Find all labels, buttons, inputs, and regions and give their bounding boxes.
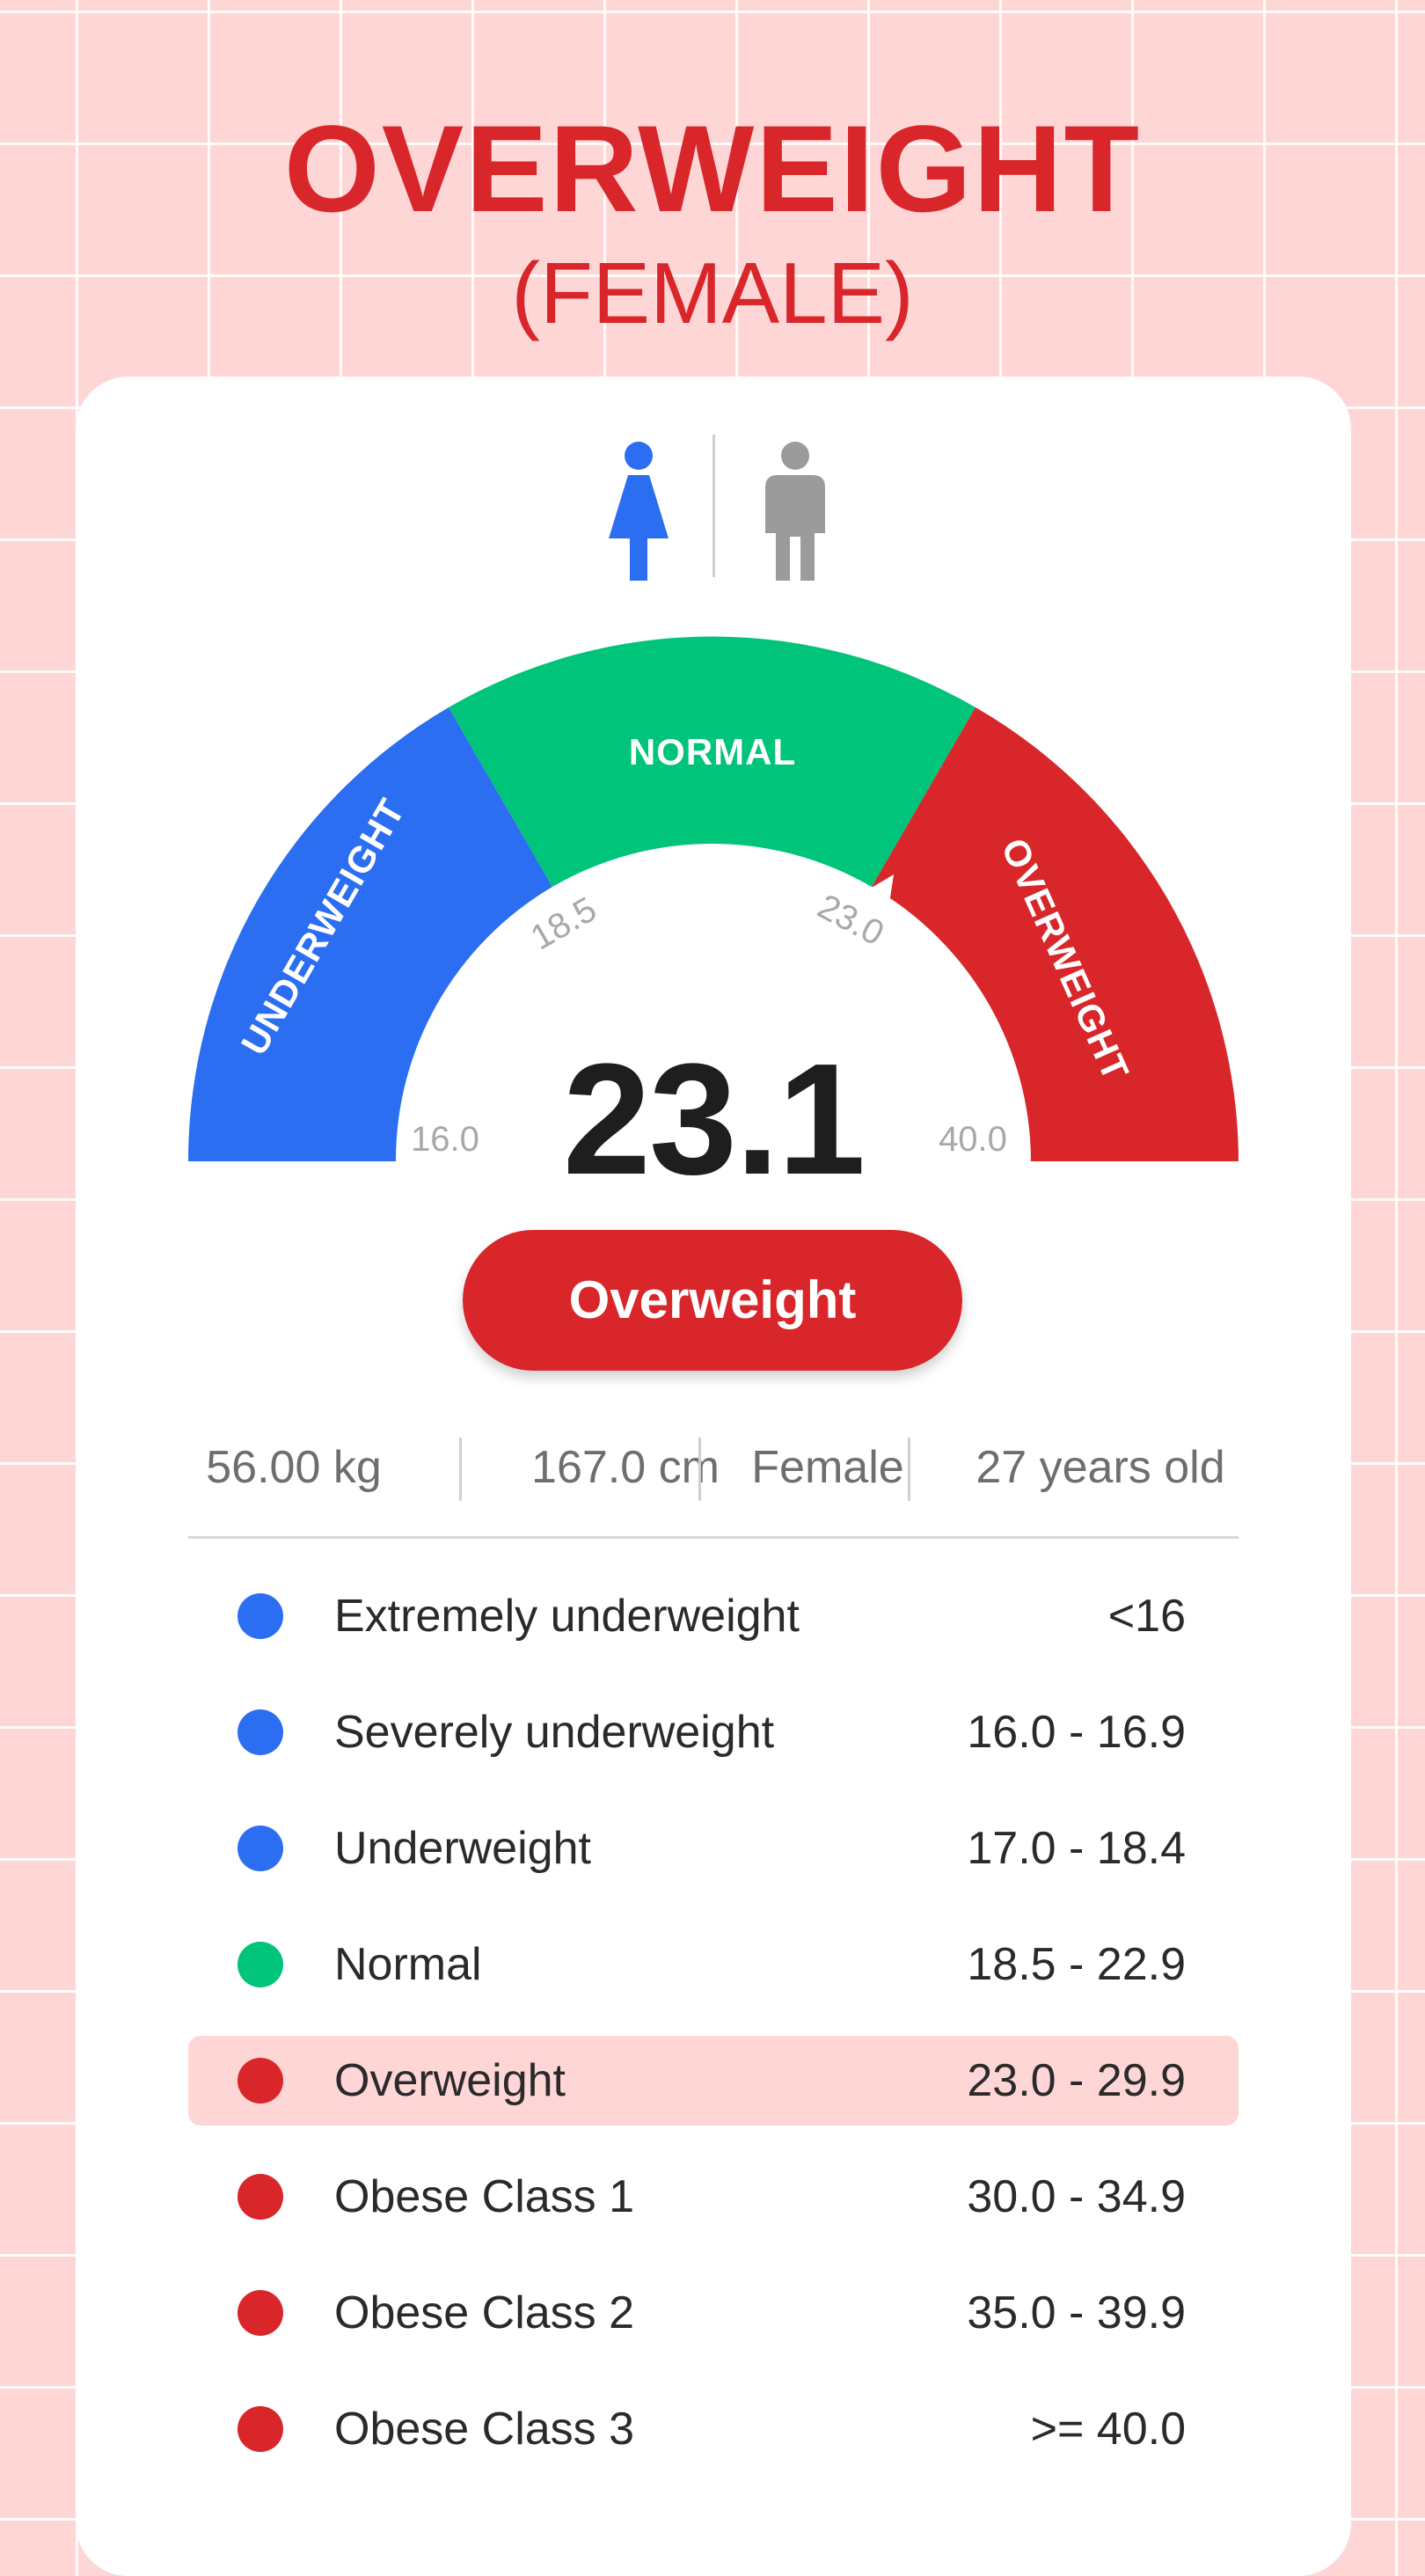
- gauge-segment-overweight: [872, 707, 1239, 1161]
- legend-label: Obese Class 1: [334, 2171, 635, 2222]
- section-divider: [188, 1536, 1239, 1539]
- bmi-card: UNDERWEIGHT NORMAL OVERWEIGHT 16.0 18.5 …: [76, 377, 1351, 2576]
- legend-range: 23.0 - 29.9: [967, 2055, 1186, 2106]
- legend-label: Obese Class 3: [334, 2404, 635, 2455]
- stat-gender: Female: [751, 1442, 904, 1493]
- stat-separator: [908, 1438, 910, 1501]
- page-title: OVERWEIGHT: [283, 99, 1142, 238]
- legend-dot: [238, 1942, 283, 1987]
- legend-label: Severely underweight: [334, 1707, 775, 1758]
- stat-separator: [459, 1438, 462, 1501]
- legend-label: Overweight: [334, 2055, 566, 2106]
- legend-range: 30.0 - 34.9: [967, 2171, 1186, 2222]
- gauge-pointer: [870, 875, 894, 915]
- status-badge[interactable]: Overweight: [463, 1230, 962, 1371]
- legend-range: 35.0 - 39.9: [967, 2287, 1186, 2338]
- stats-row: 56.00 kg 167.0 cm Female 27 years old: [76, 1415, 1351, 1520]
- legend-row: Underweight 17.0 - 18.4: [188, 1804, 1239, 1893]
- bmi-gauge: UNDERWEIGHT NORMAL OVERWEIGHT 16.0 18.5 …: [187, 636, 1239, 1161]
- legend-range: >= 40.0: [1030, 2404, 1186, 2455]
- legend-dot: [238, 1826, 283, 1871]
- legend-row: Severely underweight 16.0 - 16.9: [188, 1687, 1239, 1777]
- stat-height: 167.0 cm: [531, 1442, 720, 1493]
- legend-range: 18.5 - 22.9: [967, 1939, 1186, 1990]
- tick-label-40: 40.0: [939, 1120, 1007, 1159]
- legend-range: <16: [1107, 1591, 1186, 1642]
- legend-label: Underweight: [334, 1823, 591, 1874]
- legend-row: Obese Class 3 >= 40.0: [188, 2384, 1239, 2474]
- legend-dot: [238, 2406, 283, 2452]
- gauge-label-normal: NORMAL: [629, 731, 796, 772]
- legend-range: 16.0 - 16.9: [967, 1707, 1186, 1758]
- toggle-divider: [712, 435, 715, 577]
- tick-label-16: 16.0: [411, 1120, 479, 1159]
- legend-dot: [238, 2058, 283, 2104]
- page-subtitle: (FEMALE): [511, 245, 914, 341]
- male-icon[interactable]: [751, 440, 839, 581]
- gauge-segment-normal: [449, 636, 976, 887]
- stat-age: 27 years old: [976, 1442, 1225, 1493]
- legend-row-active: Overweight 23.0 - 29.9: [188, 2036, 1239, 2126]
- gauge-segment-underweight: [187, 707, 552, 1161]
- tick-label-18-5: 18.5: [524, 889, 603, 957]
- legend-range: 17.0 - 18.4: [967, 1823, 1186, 1874]
- gender-toggle: [76, 377, 1351, 605]
- stat-separator: [698, 1438, 701, 1501]
- legend-row: Obese Class 1 30.0 - 34.9: [188, 2152, 1239, 2242]
- legend-label: Normal: [334, 1939, 482, 1990]
- legend-row: Normal 18.5 - 22.9: [188, 1920, 1239, 2009]
- female-icon[interactable]: [595, 440, 683, 581]
- legend-dot: [238, 2174, 283, 2220]
- legend-row: Extremely underweight <16: [188, 1571, 1239, 1661]
- bmi-value: 23.1: [562, 1031, 866, 1208]
- legend-label: Extremely underweight: [334, 1591, 800, 1642]
- legend-label: Obese Class 2: [334, 2287, 635, 2338]
- legend-dot: [238, 2290, 283, 2336]
- legend-dot: [238, 1593, 283, 1639]
- legend-row: Obese Class 2 35.0 - 39.9: [188, 2268, 1239, 2358]
- stat-weight: 56.00 kg: [206, 1442, 382, 1493]
- legend-dot: [238, 1709, 283, 1755]
